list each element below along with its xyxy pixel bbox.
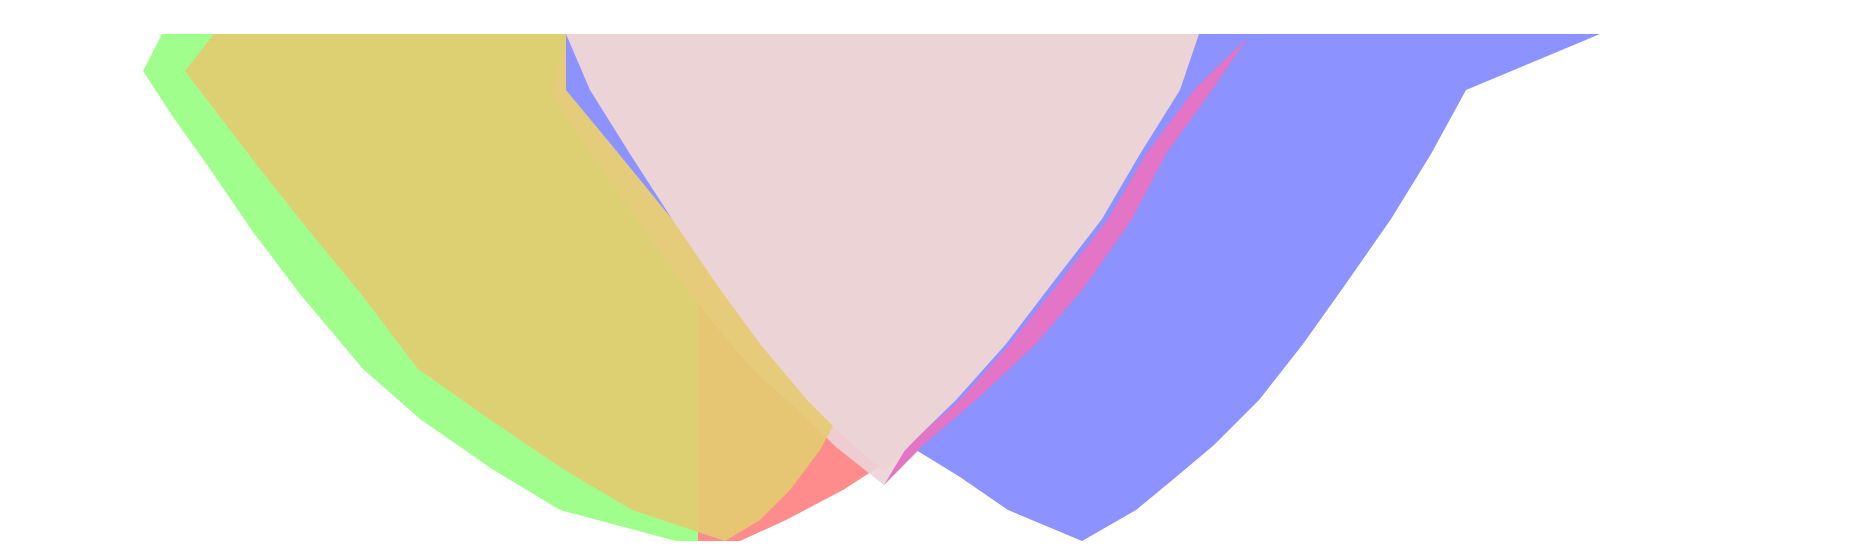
series-layer — [143, 34, 1600, 541]
area-series-4 — [185, 34, 1244, 541]
area-series-6 — [884, 34, 1251, 485]
area-series-7 — [566, 34, 1199, 472]
